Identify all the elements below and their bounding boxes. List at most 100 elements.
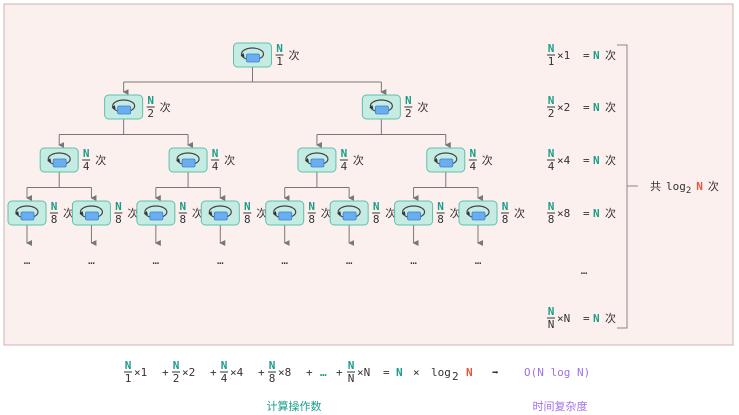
total-part: 2: [686, 186, 691, 196]
fraction-denominator: 8: [548, 213, 555, 226]
fraction-numerator: N: [269, 359, 276, 372]
total-part: 共: [650, 180, 661, 193]
times-label: 次: [353, 153, 364, 167]
total-formula: N1 ×1 +N2 ×2 +N4 ×4 +N8 ×8 +… +NN ×N = N × log 2 N ➡ O(N l…: [124, 359, 590, 413]
fraction-numerator: N: [173, 359, 180, 372]
total-part: log: [666, 180, 686, 193]
fraction-denominator: 1: [276, 55, 283, 68]
times-label: 次: [127, 206, 138, 220]
fraction-numerator: N: [83, 147, 90, 160]
loop-arrowhead: [304, 158, 309, 162]
result: N: [593, 312, 600, 325]
fraction-numerator: N: [125, 359, 132, 372]
unit: 次: [605, 153, 616, 167]
loop-arrowhead: [176, 158, 181, 162]
loop-arrowhead: [337, 211, 342, 215]
fraction-numerator: N: [469, 147, 476, 160]
sum-row: N4 ×4 = N 次: [547, 147, 616, 173]
times: ×: [413, 366, 420, 379]
tree-node: N1 次: [233, 42, 300, 68]
times-label: 次: [482, 153, 493, 167]
loop-arrowhead: [272, 211, 277, 215]
equals: =: [583, 101, 590, 114]
result: N: [593, 154, 600, 167]
multiplier: ×2: [557, 101, 570, 114]
loop-arrowhead: [208, 211, 213, 215]
loop-arrowhead: [466, 211, 470, 215]
ellipsis: …: [410, 254, 417, 267]
times-label: 次: [224, 153, 235, 167]
loop-icon: [111, 99, 136, 115]
fraction-numerator: N: [548, 147, 555, 160]
times-label: 次: [385, 206, 396, 220]
inner-block: [213, 211, 228, 221]
plus: +: [210, 366, 217, 379]
ellipsis: …: [281, 254, 288, 267]
tree-node: N4 次: [426, 147, 493, 173]
inner-block: [342, 211, 357, 221]
multiplier: ×8: [278, 366, 291, 379]
fraction-numerator: N: [308, 200, 315, 213]
fraction-denominator: 1: [125, 372, 132, 385]
n: N: [396, 366, 403, 379]
multiplier: ×8: [557, 207, 570, 220]
fraction-denominator: 4: [83, 160, 90, 173]
plus: +: [306, 366, 313, 379]
loop-icon: [47, 152, 71, 168]
fraction-denominator: N: [548, 318, 555, 331]
fraction-denominator: 2: [405, 107, 412, 120]
fraction-numerator: N: [115, 200, 122, 213]
fraction-numerator: N: [341, 147, 348, 160]
loop-icon: [272, 205, 297, 221]
equals: =: [583, 312, 590, 325]
fraction-numerator: N: [212, 147, 219, 160]
multiplier: ×4: [557, 154, 571, 167]
times-label: 次: [289, 48, 300, 62]
loop-icon: [143, 205, 168, 221]
loop-arrowhead: [111, 105, 116, 109]
loop-icon: [304, 152, 329, 168]
inner-block: [407, 211, 421, 221]
loop-arrowhead: [401, 211, 406, 215]
equals: =: [583, 207, 590, 220]
inner-block: [310, 158, 325, 168]
inner-block: [117, 105, 132, 115]
fraction-denominator: 8: [502, 213, 509, 226]
tree-node: N2 次: [361, 94, 428, 120]
loop-icon: [433, 152, 458, 168]
times-label: 次: [63, 206, 74, 220]
sum-row: N1 ×1 = N 次: [547, 42, 616, 68]
multiplier: ×2: [182, 366, 195, 379]
fraction-denominator: 2: [147, 107, 154, 120]
level-sums: N1 ×1 = N 次N2 ×2 = N 次N4 ×4 = N 次N8 ×8 = N 次NN ×N = N 次…共 log…: [547, 42, 719, 331]
ellipsis: …: [320, 366, 327, 379]
unit: 次: [605, 311, 616, 325]
fraction-denominator: 8: [373, 213, 380, 226]
multiplier: ×1: [134, 366, 147, 379]
tree-node: N4 次: [39, 147, 106, 173]
plus: +: [162, 366, 169, 379]
loop-icon: [79, 205, 104, 221]
fraction-denominator: 8: [180, 213, 187, 226]
total-label: 共 log2 N 次: [650, 179, 719, 196]
tree-node: N8 次: [394, 200, 461, 226]
sum-row: NN ×N = N 次: [547, 305, 616, 331]
unit: 次: [605, 48, 616, 62]
fraction-denominator: 8: [244, 213, 251, 226]
fraction-numerator: N: [373, 200, 380, 213]
inner-block: [149, 211, 164, 221]
equals: =: [383, 366, 390, 379]
times-label: 次: [450, 206, 461, 220]
tree-node: N8 次: [136, 200, 203, 226]
inner-block: [85, 211, 99, 221]
inner-block: [471, 211, 486, 221]
ellipsis: …: [581, 264, 588, 277]
fraction-numerator: N: [548, 42, 555, 55]
fraction-numerator: N: [437, 200, 444, 213]
times-label: 次: [256, 206, 267, 220]
complexity: O(N log N): [524, 366, 590, 379]
fraction-numerator: N: [548, 94, 555, 107]
caption-ops: 计算操作数: [267, 399, 322, 413]
tree-node: N2 次: [104, 94, 171, 120]
